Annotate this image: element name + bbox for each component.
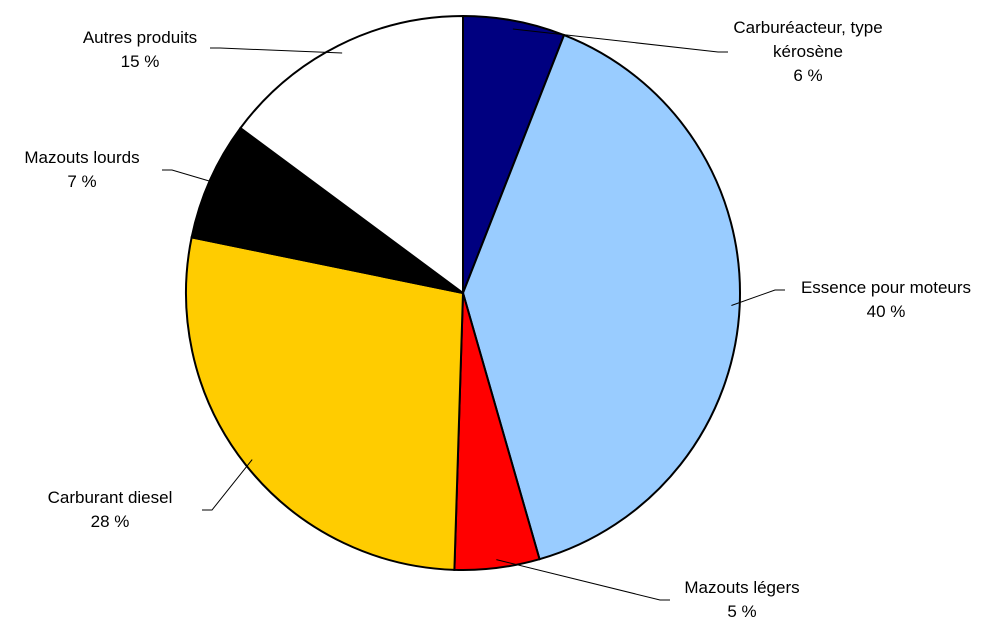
slice-label: Autres produits 15 %	[40, 26, 240, 74]
slice-label: Carburéacteur, type kérosène 6 %	[708, 16, 908, 88]
leader-line	[731, 289, 785, 307]
slice-label: Mazouts légers 5 %	[642, 576, 842, 624]
category-label: Mazouts lourds	[24, 148, 140, 167]
slice-label: Mazouts lourds 7 %	[0, 146, 182, 194]
leader-line	[202, 459, 253, 511]
value-label: 7 %	[67, 172, 97, 191]
pie-slice	[185, 236, 465, 571]
value-label: 28 %	[90, 512, 130, 531]
leader-line	[162, 169, 218, 184]
value-label: 15 %	[120, 52, 160, 71]
slice-label: Carburant diesel 28 %	[10, 486, 210, 534]
category-label: Carburant diesel	[47, 488, 173, 507]
category-label: Carburéacteur, type kérosène	[733, 18, 883, 61]
leader-line	[210, 47, 343, 54]
leader-line	[496, 559, 670, 601]
value-label: 40 %	[866, 302, 906, 321]
pie-slice	[461, 33, 741, 561]
leader-line	[512, 28, 728, 53]
category-label: Autres produits	[82, 28, 198, 47]
pie-slice	[190, 126, 464, 294]
slice-label: Essence pour moteurs 40 %	[766, 276, 998, 324]
pie-slice	[239, 14, 464, 295]
category-label: Essence pour moteurs	[800, 278, 972, 297]
value-label: 6 %	[793, 66, 823, 85]
value-label: 5 %	[727, 602, 757, 621]
category-label: Mazouts légers	[684, 578, 800, 597]
